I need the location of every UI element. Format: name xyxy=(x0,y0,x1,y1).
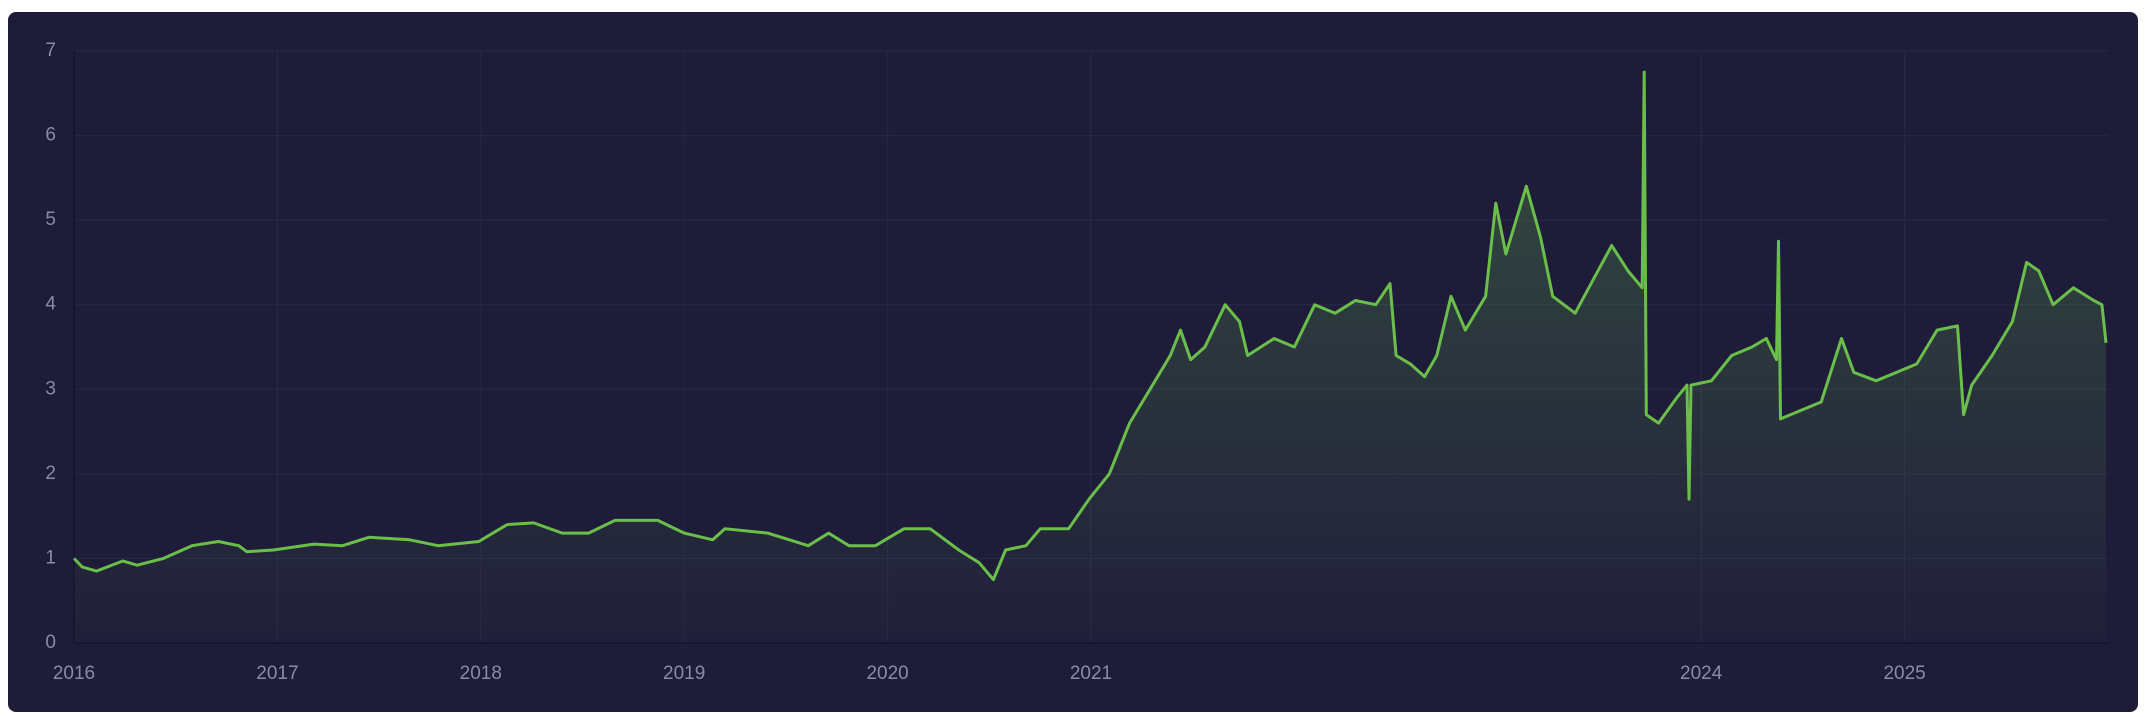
y-tick-label: 6 xyxy=(45,125,56,146)
x-tick-label: 2019 xyxy=(663,663,705,684)
x-tick-label: 2018 xyxy=(460,663,502,684)
x-tick-label: 2024 xyxy=(1680,663,1723,684)
x-tick-label: 2016 xyxy=(53,663,95,684)
y-tick-label: 2 xyxy=(45,463,56,484)
y-tick-label: 5 xyxy=(45,209,56,230)
y-tick-label: 1 xyxy=(45,547,56,568)
x-tick-label: 2025 xyxy=(1883,663,1925,684)
y-tick-label: 0 xyxy=(45,632,56,653)
x-tick-label: 2017 xyxy=(256,663,298,684)
x-tick-label: 2021 xyxy=(1070,663,1112,684)
y-tick-label: 3 xyxy=(45,378,56,399)
area-fill xyxy=(74,72,2106,644)
y-tick-label: 7 xyxy=(45,40,56,61)
line xyxy=(72,70,2108,582)
y-tick-label: 4 xyxy=(45,294,56,315)
x-tick-label: 2020 xyxy=(866,663,908,684)
